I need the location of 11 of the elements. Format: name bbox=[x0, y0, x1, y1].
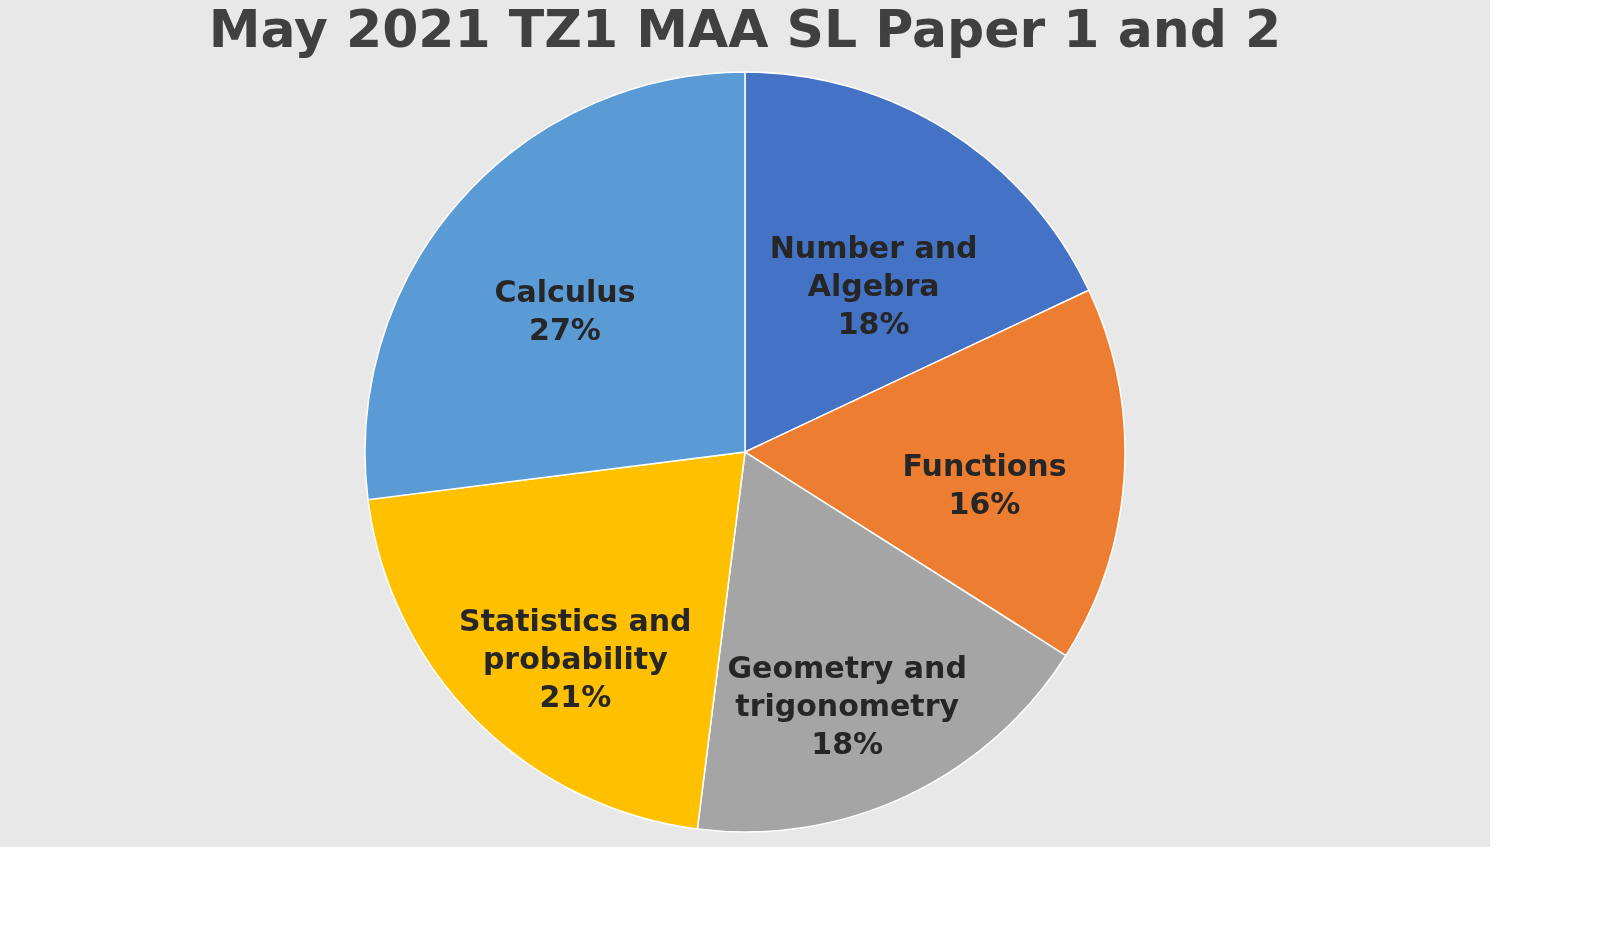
data-label: 27% bbox=[529, 312, 601, 348]
slice-label: Calculus bbox=[494, 274, 636, 310]
data-label: 18% bbox=[837, 306, 910, 342]
data-label: 21% bbox=[539, 678, 612, 714]
data-label: 18% bbox=[811, 726, 884, 762]
chart-title: May 2021 TZ1 MAA SL Paper 1 and 2 bbox=[208, 0, 1282, 59]
slice-label: Number and Algebra bbox=[769, 230, 978, 304]
data-label: 16% bbox=[948, 486, 1021, 522]
slice-label: Statistics and probability bbox=[459, 602, 692, 676]
slice-label: Geometry and trigonometry bbox=[727, 650, 967, 724]
slice-label: Functions bbox=[902, 448, 1067, 484]
